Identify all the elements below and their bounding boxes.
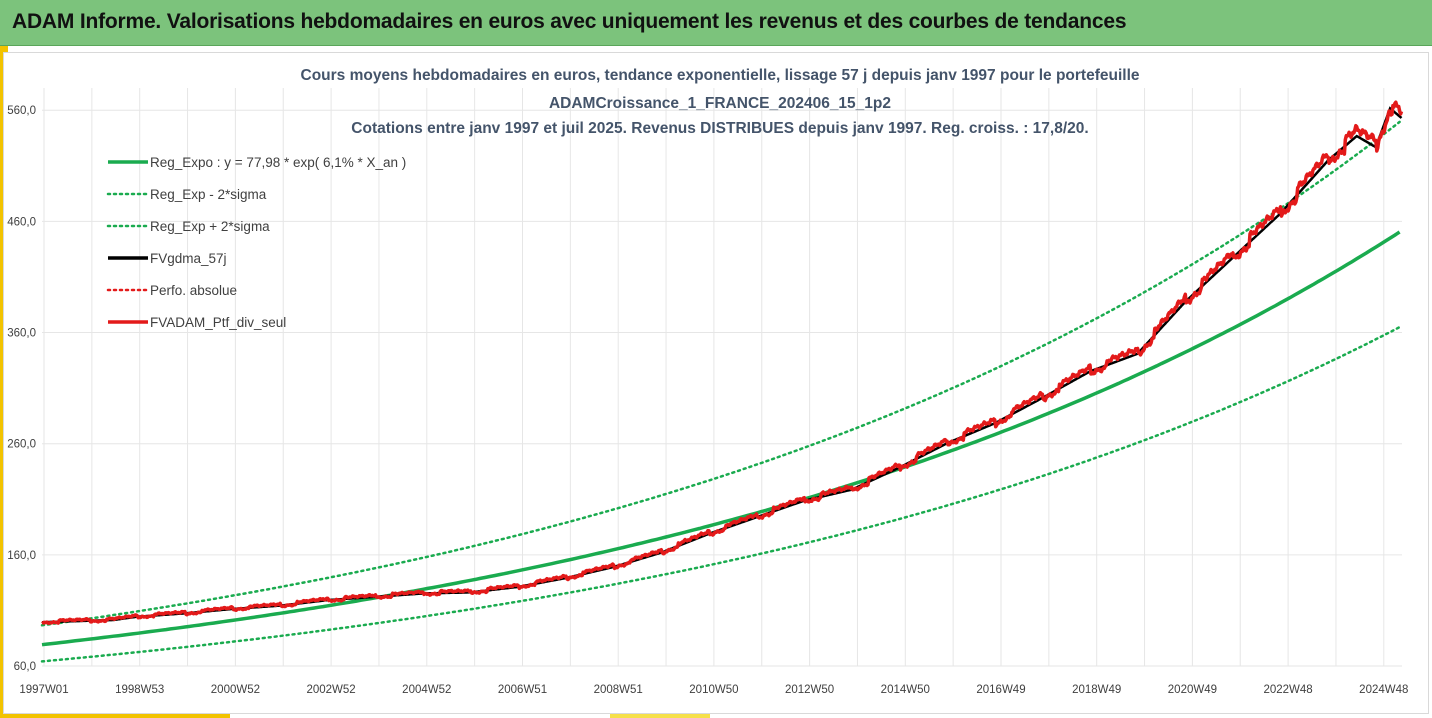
chart-title-block: Cours moyens hebdomadaires en euros, ten… [301,67,1140,137]
accent-stripe-bottom-2 [610,714,710,718]
x-tick-label: 2018W49 [1072,684,1121,696]
chart-frame [3,52,1429,714]
legend-entry-label: Reg_Exp + 2*sigma [150,219,270,234]
x-tick-label: 2024W48 [1359,684,1408,696]
x-tick-label: 2014W50 [881,684,930,696]
accent-stripe [0,46,8,52]
y-tick-label: 60,0 [14,661,36,673]
chart-grid [42,88,1402,667]
x-axis-ticks: 1997W01 1998W53 2000W52 2002W52 2004W52 2006W… [19,684,1408,696]
chart-title-line: ADAMCroissance_1_FRANCE_202406_15_1p2 [549,95,891,112]
y-tick-label: 160,0 [7,550,36,562]
x-tick-label: 2008W51 [594,684,643,696]
x-tick-label: 2012W50 [785,684,834,696]
legend-entry-label: FVgdma_57j [150,251,227,266]
series-reg-minus-2sigma [40,325,1401,663]
series-reg-expo [41,230,1401,647]
x-tick-label: 2000W52 [211,684,260,696]
legend-entry-label: FVADAM_Ptf_div_seul [150,315,286,330]
x-tick-label: 2006W51 [498,684,547,696]
chart-series [40,100,1404,663]
y-tick-label: 360,0 [7,328,36,340]
y-axis-ticks: 60,0 160,0 260,0 360,0 460,0 560,0 [7,105,36,673]
header-bar: ADAM Informe. Valorisations hebdomadaire… [0,0,1432,46]
x-tick-label: 1997W01 [19,684,68,696]
x-tick-label: 2010W50 [689,684,738,696]
x-tick-label: 2016W49 [976,684,1025,696]
series-fvgdma-57j [42,106,1403,624]
legend-entry-label: Reg_Exp - 2*sigma [150,187,267,202]
x-tick-label: 2022W48 [1263,684,1312,696]
legend-entry-label: Reg_Expo : y = 77,98 * exp( 6,1% * X_an … [150,155,406,170]
page-title: ADAM Informe. Valorisations hebdomadaire… [12,10,1127,33]
x-tick-label: 2004W52 [402,684,451,696]
series-reg-plus-2sigma [40,120,1401,627]
series-fvadam-ptf-div-seul [41,100,1404,626]
y-tick-label: 260,0 [7,439,36,451]
chart-title-line: Cours moyens hebdomadaires en euros, ten… [301,67,1140,84]
x-tick-label: 2020W49 [1168,684,1217,696]
x-tick-label: 1998W53 [115,684,164,696]
chart-legend: Reg_Expo : y = 77,98 * exp( 6,1% * X_an … [106,155,406,330]
chart-title-line: Cotations entre janv 1997 et juil 2025. … [351,120,1088,137]
y-tick-label: 560,0 [7,105,36,117]
y-tick-label: 460,0 [7,216,36,228]
accent-stripe-bottom [0,714,230,718]
legend-entry-label: Perfo. absolue [150,283,237,298]
accent-stripe-left [0,46,3,718]
x-tick-label: 2002W52 [306,684,355,696]
